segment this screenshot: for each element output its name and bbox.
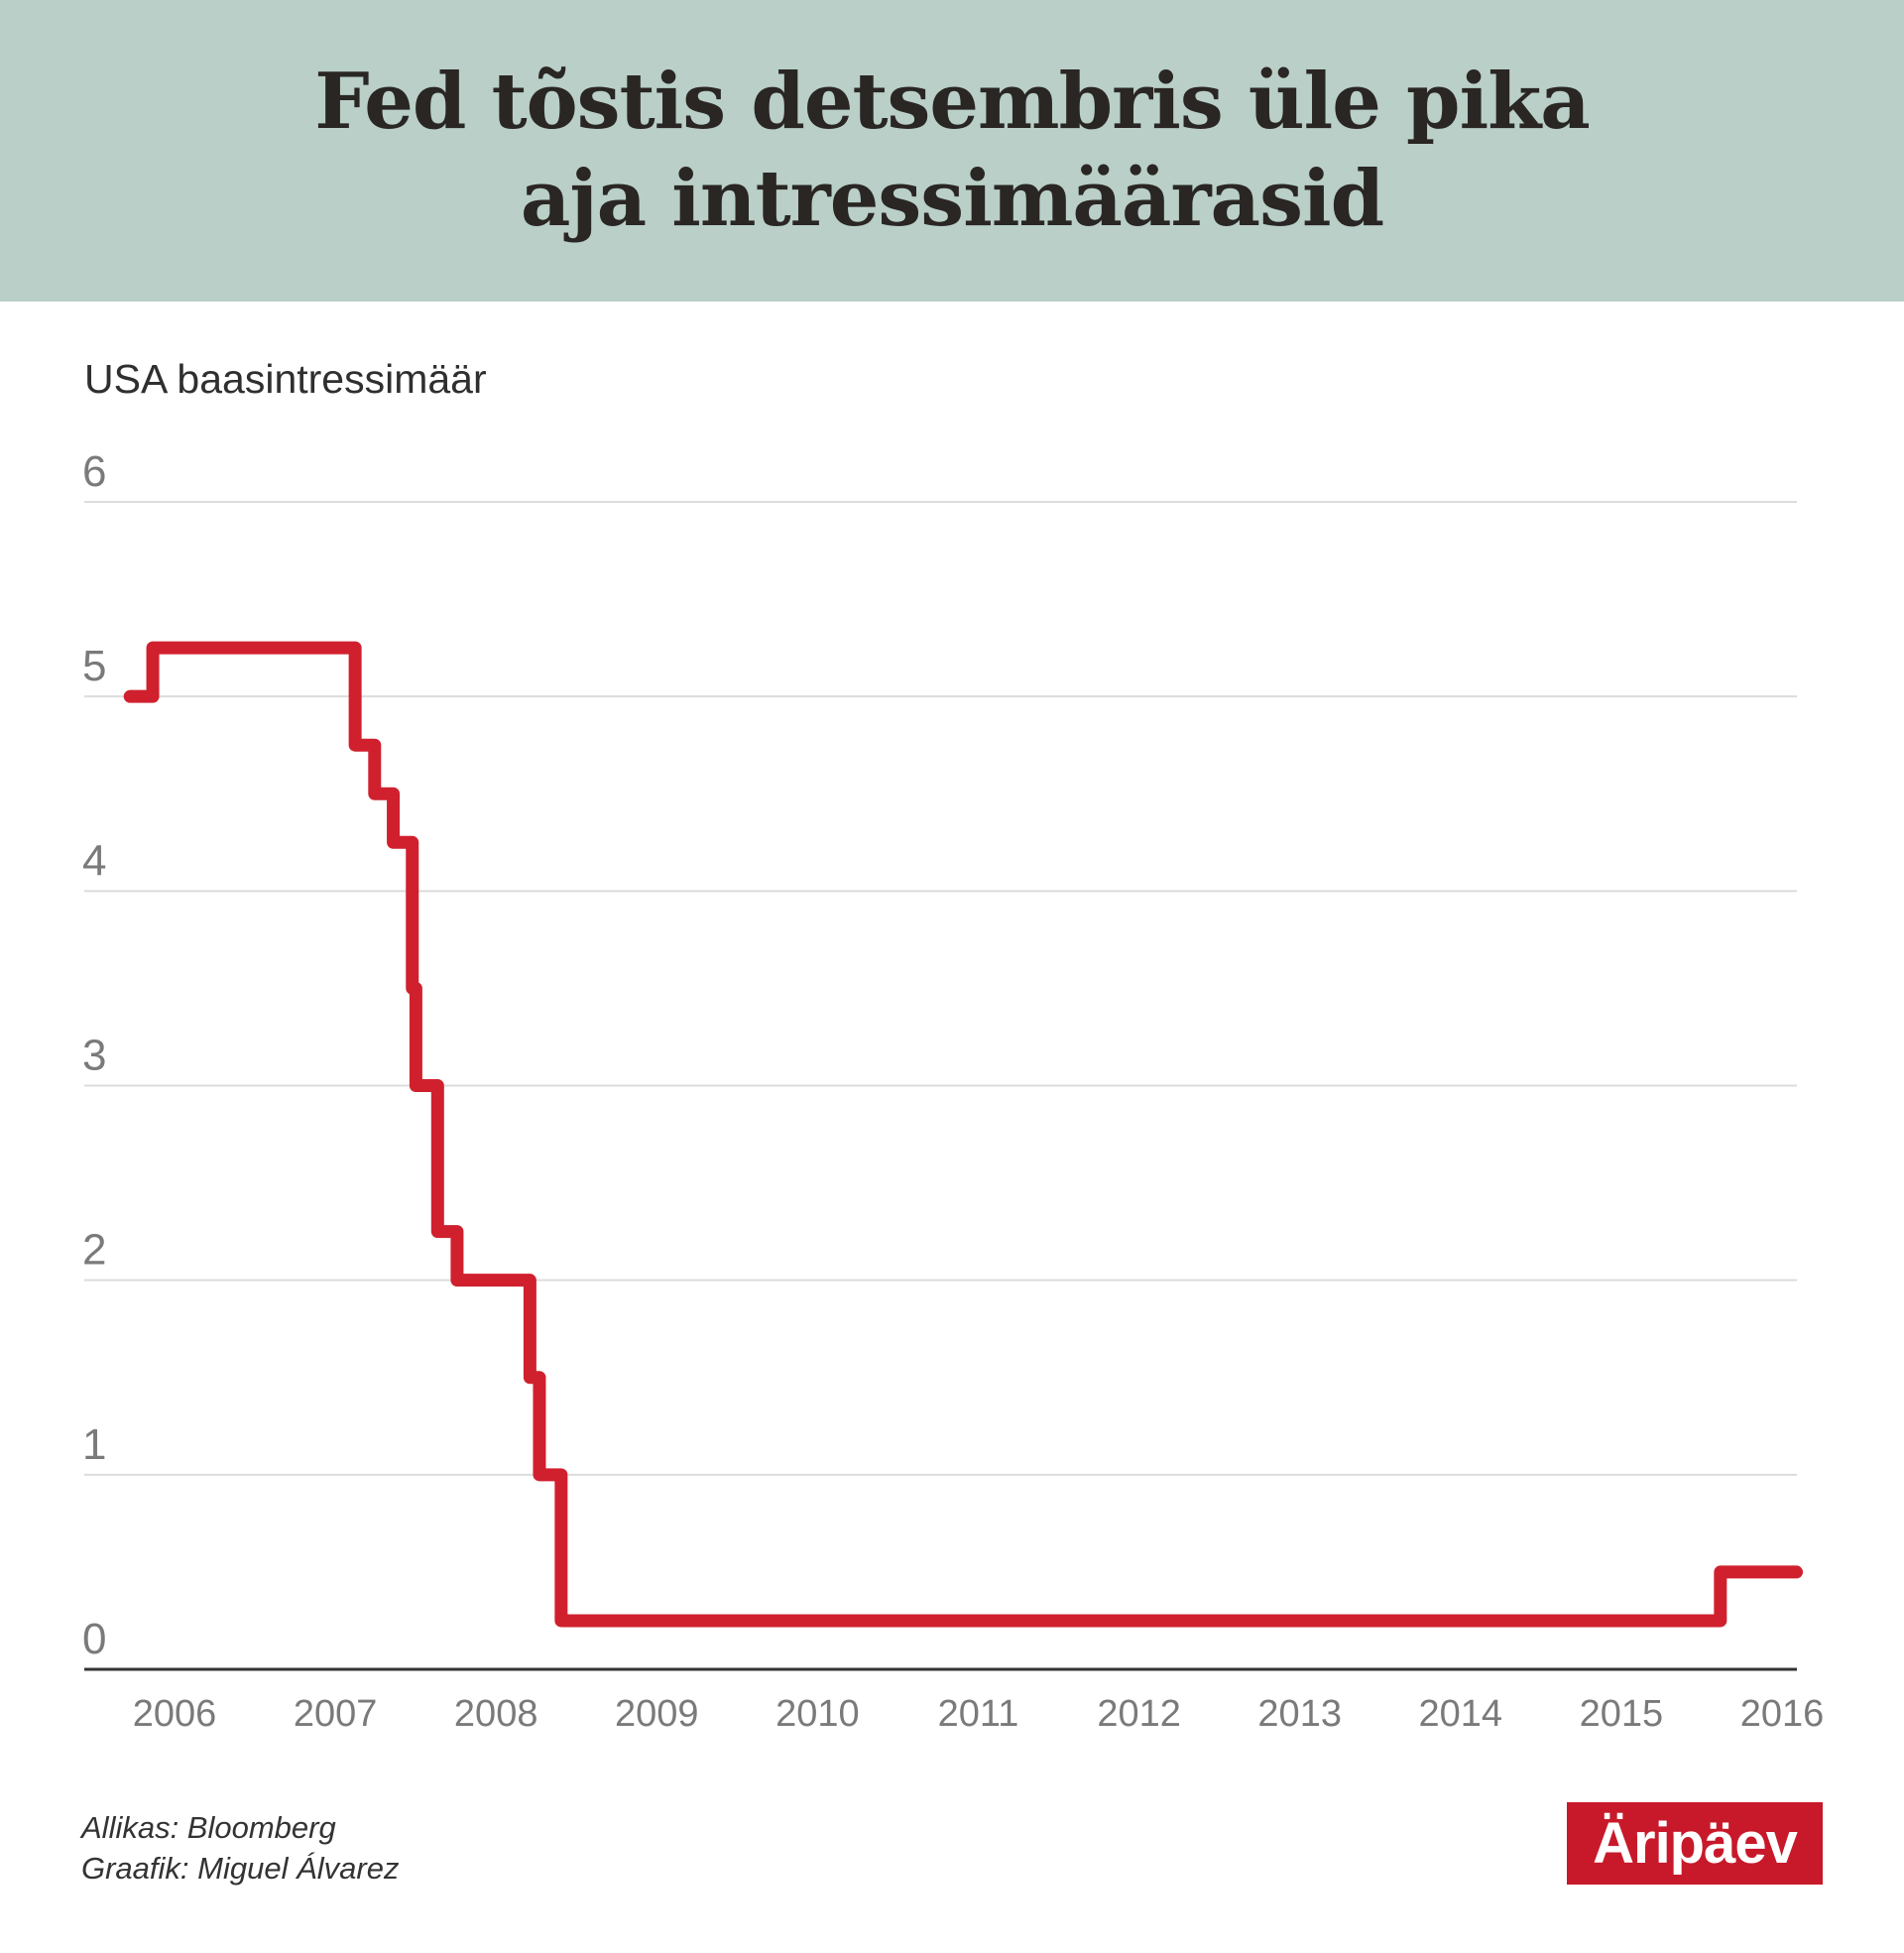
x-tick-label: 2009	[615, 1693, 699, 1735]
y-tick-label: 4	[82, 836, 106, 885]
x-tick-label: 2012	[1097, 1693, 1181, 1735]
x-tick-label: 2011	[938, 1693, 1019, 1735]
y-tick-label: 5	[82, 642, 106, 690]
logo-text: Äripäev	[1593, 1811, 1798, 1876]
x-tick-label: 2006	[133, 1693, 217, 1735]
x-tick-label: 2010	[775, 1693, 860, 1735]
x-tick-label: 2014	[1419, 1693, 1503, 1735]
y-tick-label: 0	[82, 1615, 106, 1663]
y-tick-label: 1	[82, 1420, 106, 1469]
footer: Allikas: Bloomberg Graafik: Miguel Álvar…	[81, 1807, 399, 1889]
aripaev-logo: Äripäev	[1567, 1802, 1823, 1885]
x-tick-label: 2016	[1740, 1693, 1825, 1735]
y-tick-label: 3	[82, 1032, 106, 1080]
credit-text: Graafik: Miguel Álvarez	[81, 1851, 400, 1886]
x-tick-label: 2013	[1257, 1693, 1342, 1735]
y-tick-label: 2	[82, 1226, 106, 1275]
chart-subtitle: USA baasintressimäär	[84, 356, 487, 402]
x-tick-label: 2008	[454, 1693, 538, 1735]
chart-title: Fed tõstis detsembris üle pika aja intre…	[314, 57, 1591, 244]
x-tick-label: 2015	[1580, 1693, 1664, 1735]
chart: USA baasintressimäär 0 1 2 3 4 5 6 2006 2007 200…	[82, 356, 1825, 1735]
title-banner: Fed tõstis detsembris üle pika aja intre…	[0, 0, 1904, 302]
source-text: Allikas: Bloomberg	[81, 1810, 336, 1845]
rate-line	[123, 641, 1804, 1628]
y-tick-label: 6	[82, 447, 106, 496]
x-tick-label: 2007	[294, 1693, 378, 1735]
